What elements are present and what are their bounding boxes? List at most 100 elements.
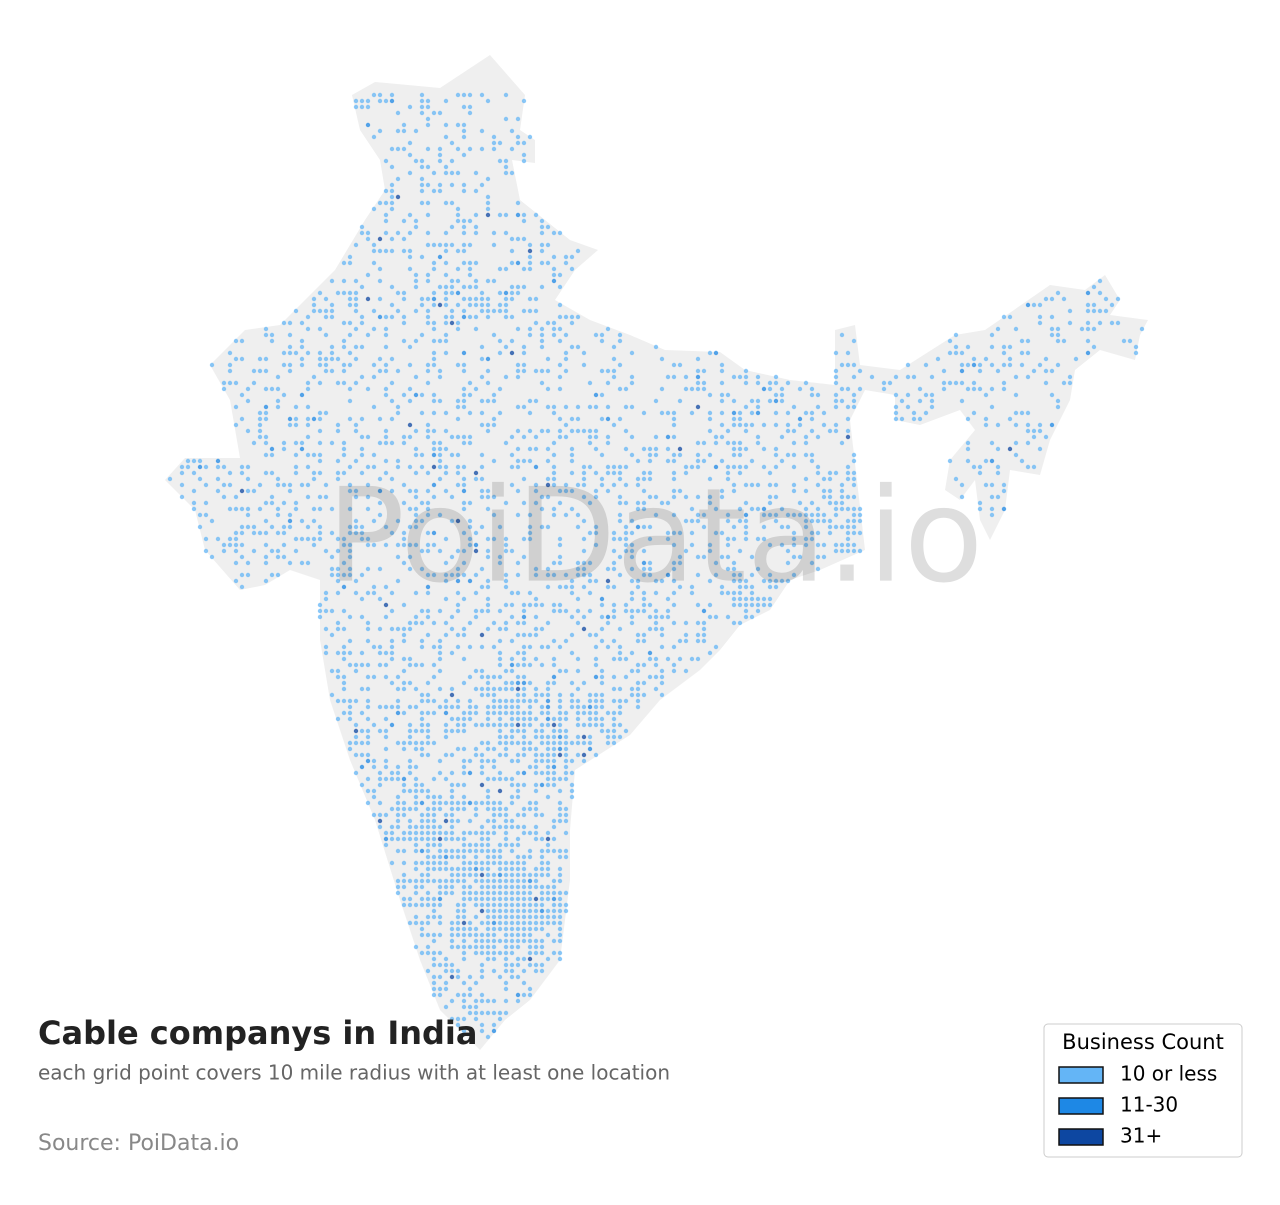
grid-point [353,698,359,704]
grid-point [815,506,821,512]
grid-point [407,152,413,158]
grid-point [551,476,557,482]
grid-point [263,404,269,410]
grid-point [299,446,305,452]
grid-point [479,872,485,878]
grid-point [947,380,953,386]
grid-point [455,902,461,908]
grid-point [755,374,761,380]
grid-point [827,470,833,476]
grid-point [527,902,533,908]
grid-point [341,260,347,266]
grid-point [545,842,551,848]
grid-point [467,890,473,896]
grid-point [359,764,365,770]
grid-point [209,554,215,560]
grid-point [437,932,443,938]
grid-point [527,830,533,836]
grid-point [401,788,407,794]
grid-point [281,542,287,548]
grid-point [467,1010,473,1016]
grid-point [737,440,743,446]
grid-point [473,710,479,716]
grid-point [473,998,479,1004]
grid-point [407,740,413,746]
grid-point [557,728,563,734]
grid-point [617,734,623,740]
grid-point [521,308,527,314]
grid-point [485,794,491,800]
grid-point [587,698,593,704]
grid-point [287,482,293,488]
grid-point [731,596,737,602]
grid-point [449,938,455,944]
grid-point [623,728,629,734]
grid-point [293,548,299,554]
grid-point [779,386,785,392]
grid-point [227,350,233,356]
grid-point [725,518,731,524]
grid-point [383,728,389,734]
grid-point [509,338,515,344]
grid-point [293,452,299,458]
grid-point [275,386,281,392]
grid-point [503,572,509,578]
grid-point [539,704,545,710]
grid-point [473,572,479,578]
grid-point [413,746,419,752]
grid-point [377,818,383,824]
grid-point [455,206,461,212]
grid-point [599,638,605,644]
grid-point [467,992,473,998]
grid-point [461,404,467,410]
grid-point [401,314,407,320]
grid-point [443,968,449,974]
grid-point [383,332,389,338]
grid-point [1049,314,1055,320]
grid-point [431,398,437,404]
grid-point [515,716,521,722]
grid-point [581,560,587,566]
grid-point [731,422,737,428]
grid-point [557,800,563,806]
grid-point [365,566,371,572]
grid-point [479,920,485,926]
grid-point [353,728,359,734]
grid-point [371,590,377,596]
grid-point [485,212,491,218]
grid-point [839,500,845,506]
grid-point [611,560,617,566]
grid-point [335,476,341,482]
grid-point [827,524,833,530]
grid-point [425,314,431,320]
grid-point [485,860,491,866]
grid-point [455,782,461,788]
grid-point [389,206,395,212]
grid-point [425,866,431,872]
grid-point [461,284,467,290]
grid-point [197,524,203,530]
grid-point [359,470,365,476]
grid-point [611,536,617,542]
grid-point [539,914,545,920]
grid-point [851,404,857,410]
grid-point [299,362,305,368]
grid-point [893,404,899,410]
grid-point [725,590,731,596]
grid-point [1007,356,1013,362]
grid-point [485,1034,491,1040]
grid-point [779,542,785,548]
grid-point [263,452,269,458]
grid-point [545,908,551,914]
grid-point [485,428,491,434]
grid-point [551,836,557,842]
grid-point [275,548,281,554]
grid-point [461,572,467,578]
grid-point [383,98,389,104]
grid-point [503,890,509,896]
grid-point [419,158,425,164]
grid-point [491,230,497,236]
grid-point [1001,344,1007,350]
grid-point [1001,314,1007,320]
grid-point [923,410,929,416]
